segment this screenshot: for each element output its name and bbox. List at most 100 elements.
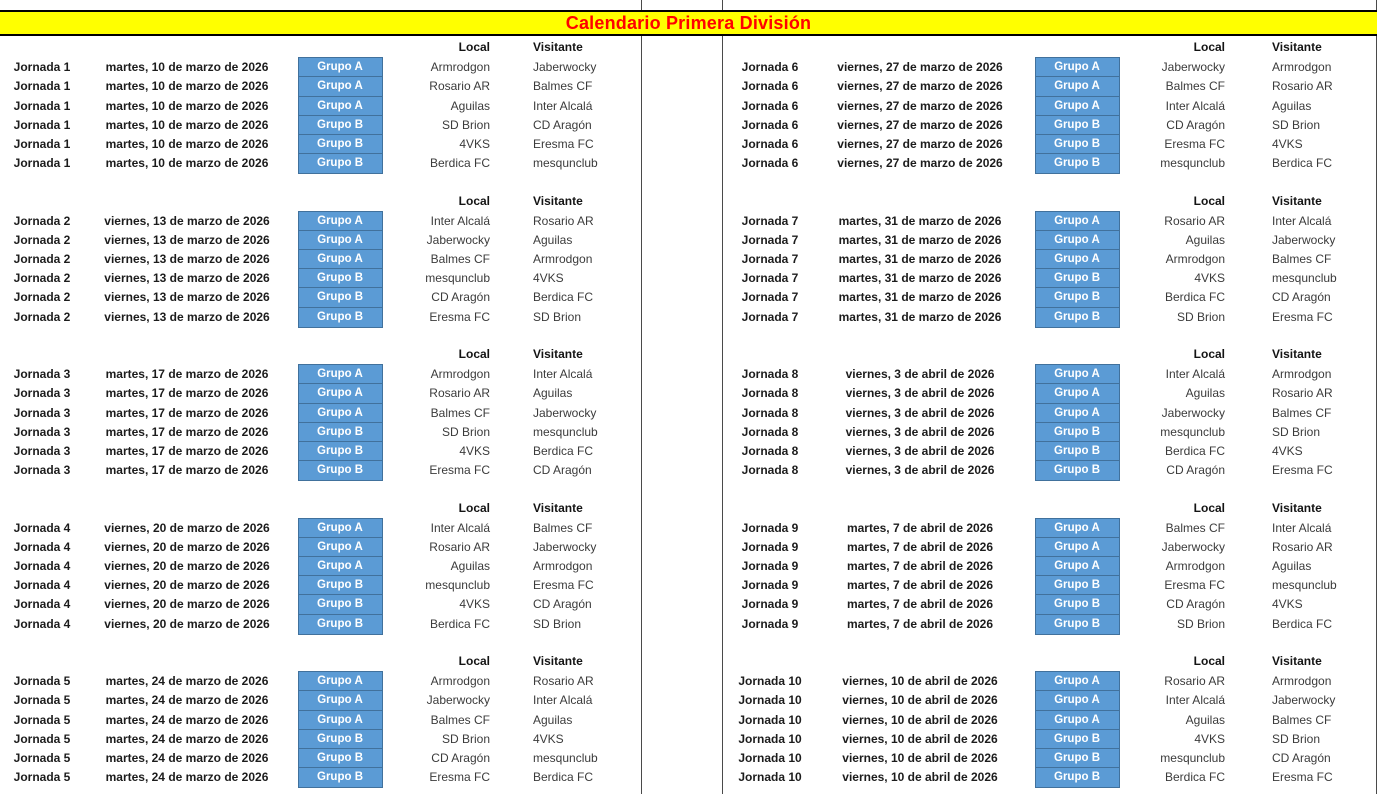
- jornada-label-cell[interactable]: Jornada 2: [13, 232, 71, 247]
- jornada-label-cell[interactable]: Jornada 2: [13, 252, 71, 267]
- local-team-cell[interactable]: Inter Alcalá: [1165, 98, 1225, 113]
- local-team-cell[interactable]: Jaberwocky: [426, 232, 490, 247]
- group-badge-cell[interactable]: Grupo A: [1022, 690, 1132, 712]
- visitante-team-cell[interactable]: Armrodgon: [1272, 367, 1332, 382]
- group-badge-cell[interactable]: Grupo B: [1022, 114, 1132, 136]
- local-column-header[interactable]: Local: [1193, 193, 1225, 208]
- visitante-team-cell[interactable]: mesqunclub: [533, 156, 598, 171]
- local-team-cell[interactable]: Inter Alcalá: [430, 213, 490, 228]
- visitante-team-cell[interactable]: SD Brion: [1272, 117, 1321, 132]
- visitante-team-cell[interactable]: 4VKS: [1272, 597, 1303, 612]
- jornada-label-cell[interactable]: Jornada 4: [13, 520, 71, 535]
- local-team-cell[interactable]: Aguilas: [1185, 386, 1225, 401]
- jornada-label-cell[interactable]: Jornada 6: [741, 98, 799, 113]
- local-team-cell[interactable]: Berdica FC: [1164, 770, 1225, 785]
- jornada-label-cell[interactable]: Jornada 5: [13, 731, 71, 746]
- match-date-cell[interactable]: viernes, 27 de marzo de 2026: [837, 60, 1003, 75]
- local-team-cell[interactable]: Jaberwocky: [1161, 60, 1225, 75]
- visitante-team-cell[interactable]: Berdica FC: [533, 770, 594, 785]
- visitante-column-header[interactable]: Visitante: [1272, 40, 1322, 54]
- visitante-team-cell[interactable]: Aguilas: [533, 232, 573, 247]
- jornada-label-cell[interactable]: Jornada 10: [738, 712, 802, 727]
- local-team-cell[interactable]: SD Brion: [441, 424, 490, 439]
- match-date-cell[interactable]: martes, 31 de marzo de 2026: [838, 309, 1002, 324]
- match-date-cell[interactable]: martes, 17 de marzo de 2026: [105, 424, 269, 439]
- visitante-team-cell[interactable]: Rosario AR: [533, 213, 594, 228]
- jornada-label-cell[interactable]: Jornada 2: [13, 290, 71, 305]
- local-team-cell[interactable]: Berdica FC: [1164, 443, 1225, 458]
- jornada-label-cell[interactable]: Jornada 8: [741, 424, 799, 439]
- visitante-team-cell[interactable]: Berdica FC: [533, 443, 594, 458]
- jornada-label-cell[interactable]: Jornada 4: [13, 578, 71, 593]
- local-team-cell[interactable]: Jaberwocky: [1161, 539, 1225, 554]
- jornada-label-cell[interactable]: Jornada 4: [13, 597, 71, 612]
- match-date-cell[interactable]: martes, 10 de marzo de 2026: [105, 60, 269, 75]
- visitante-team-cell[interactable]: Berdica FC: [1272, 156, 1333, 171]
- jornada-label-cell[interactable]: Jornada 6: [741, 156, 799, 171]
- local-team-cell[interactable]: mesqunclub: [425, 578, 490, 593]
- group-badge-cell[interactable]: Grupo A: [1022, 95, 1132, 117]
- jornada-label-cell[interactable]: Jornada 7: [741, 252, 799, 267]
- visitante-team-cell[interactable]: Aguilas: [1272, 98, 1312, 113]
- match-date-cell[interactable]: martes, 17 de marzo de 2026: [105, 443, 269, 458]
- group-badge-cell[interactable]: Grupo A: [290, 402, 390, 424]
- visitante-column-header[interactable]: Visitante: [533, 347, 583, 361]
- match-date-cell[interactable]: martes, 31 de marzo de 2026: [838, 232, 1002, 247]
- local-team-cell[interactable]: Balmes CF: [1165, 520, 1225, 535]
- visitante-team-cell[interactable]: Eresma FC: [533, 578, 594, 593]
- jornada-label-cell[interactable]: Jornada 2: [13, 271, 71, 286]
- local-team-cell[interactable]: 4VKS: [1194, 731, 1225, 746]
- match-date-cell[interactable]: martes, 7 de abril de 2026: [846, 578, 994, 593]
- jornada-label-cell[interactable]: Jornada 5: [13, 712, 71, 727]
- visitante-team-cell[interactable]: Inter Alcalá: [1272, 520, 1332, 535]
- local-team-cell[interactable]: Armrodgon: [1165, 559, 1225, 574]
- jornada-label-cell[interactable]: Jornada 6: [741, 117, 799, 132]
- match-date-cell[interactable]: viernes, 13 de marzo de 2026: [104, 252, 270, 267]
- match-date-cell[interactable]: martes, 31 de marzo de 2026: [838, 271, 1002, 286]
- local-team-cell[interactable]: Armrodgon: [430, 60, 490, 75]
- group-badge-cell[interactable]: Grupo A: [290, 383, 390, 405]
- jornada-label-cell[interactable]: Jornada 9: [741, 578, 799, 593]
- jornada-label-cell[interactable]: Jornada 1: [13, 136, 71, 151]
- group-badge-cell[interactable]: Grupo B: [1022, 440, 1132, 463]
- visitante-team-cell[interactable]: Eresma FC: [533, 136, 594, 151]
- match-date-cell[interactable]: martes, 7 de abril de 2026: [846, 559, 994, 574]
- match-date-cell[interactable]: viernes, 20 de marzo de 2026: [104, 597, 270, 612]
- local-team-cell[interactable]: Inter Alcalá: [1165, 367, 1225, 382]
- match-date-cell[interactable]: martes, 17 de marzo de 2026: [105, 386, 269, 401]
- group-badge-cell[interactable]: Grupo A: [290, 536, 390, 559]
- match-date-cell[interactable]: viernes, 10 de abril de 2026: [842, 731, 998, 746]
- match-date-cell[interactable]: martes, 24 de marzo de 2026: [105, 693, 269, 708]
- group-badge-cell[interactable]: Grupo B: [290, 747, 390, 770]
- local-team-cell[interactable]: Berdica FC: [429, 156, 490, 171]
- local-team-cell[interactable]: Eresma FC: [429, 309, 490, 324]
- local-team-cell[interactable]: CD Aragón: [431, 750, 490, 765]
- local-team-cell[interactable]: 4VKS: [459, 136, 490, 151]
- local-team-cell[interactable]: Armrodgon: [430, 674, 490, 689]
- visitante-team-cell[interactable]: 4VKS: [533, 731, 564, 746]
- jornada-label-cell[interactable]: Jornada 9: [741, 520, 799, 535]
- local-team-cell[interactable]: CD Aragón: [1166, 463, 1225, 478]
- group-badge-cell[interactable]: Grupo A: [290, 249, 390, 271]
- local-team-cell[interactable]: Eresma FC: [1164, 136, 1225, 151]
- group-badge-cell[interactable]: Grupo A: [290, 95, 390, 117]
- visitante-team-cell[interactable]: Armrodgon: [1272, 60, 1332, 75]
- group-badge-cell[interactable]: Grupo B: [1022, 421, 1132, 443]
- match-date-cell[interactable]: martes, 24 de marzo de 2026: [105, 770, 269, 785]
- match-date-cell[interactable]: martes, 7 de abril de 2026: [846, 597, 994, 612]
- visitante-team-cell[interactable]: Eresma FC: [1272, 309, 1333, 324]
- match-date-cell[interactable]: viernes, 27 de marzo de 2026: [837, 117, 1003, 132]
- local-team-cell[interactable]: Eresma FC: [1164, 578, 1225, 593]
- local-column-header[interactable]: Local: [458, 347, 490, 361]
- jornada-label-cell[interactable]: Jornada 8: [741, 405, 799, 420]
- local-team-cell[interactable]: Berdica FC: [429, 616, 490, 631]
- local-team-cell[interactable]: CD Aragón: [1166, 597, 1225, 612]
- visitante-team-cell[interactable]: Jaberwocky: [533, 60, 597, 75]
- visitante-column-header[interactable]: Visitante: [1272, 500, 1322, 515]
- match-date-cell[interactable]: martes, 10 de marzo de 2026: [105, 98, 269, 113]
- match-date-cell[interactable]: viernes, 20 de marzo de 2026: [104, 578, 270, 593]
- visitante-team-cell[interactable]: Balmes CF: [533, 79, 593, 94]
- visitante-team-cell[interactable]: Balmes CF: [1272, 405, 1332, 420]
- group-badge-cell[interactable]: Grupo B: [1022, 594, 1132, 616]
- jornada-label-cell[interactable]: Jornada 3: [13, 424, 71, 439]
